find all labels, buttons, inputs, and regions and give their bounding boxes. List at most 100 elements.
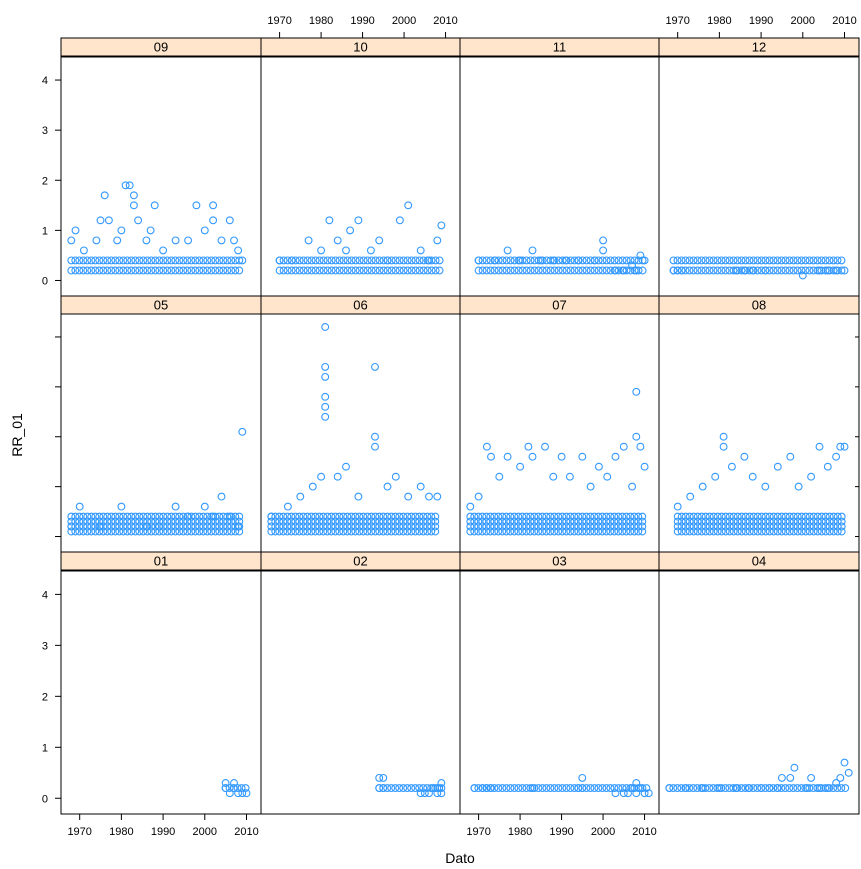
data-point — [797, 512, 806, 521]
data-point — [487, 452, 495, 461]
data-point — [275, 527, 284, 536]
data-point — [192, 201, 201, 210]
data-point — [127, 527, 136, 536]
data-point — [709, 784, 718, 793]
data-point — [423, 256, 432, 265]
data-point — [335, 256, 344, 265]
data-point — [195, 527, 204, 536]
data-point — [359, 517, 368, 526]
data-point — [391, 527, 400, 536]
data-point — [502, 527, 511, 536]
data-point — [709, 512, 718, 521]
data-point — [299, 512, 308, 521]
data-point — [311, 512, 320, 521]
data-point — [486, 784, 495, 793]
data-point — [295, 527, 304, 536]
data-point — [606, 517, 615, 526]
data-point — [737, 527, 746, 536]
data-point — [793, 517, 802, 526]
data-point — [789, 522, 798, 531]
data-point — [107, 527, 116, 536]
data-point — [833, 522, 842, 531]
data-point — [191, 527, 200, 536]
x-tick-label: 2000 — [591, 826, 615, 838]
data-point — [391, 522, 400, 531]
data-point — [805, 512, 814, 521]
data-point — [315, 527, 324, 536]
data-point — [486, 517, 495, 526]
data-point — [753, 256, 762, 265]
data-point — [825, 522, 834, 531]
data-point — [195, 517, 204, 526]
data-point — [494, 517, 503, 526]
data-point — [379, 784, 388, 793]
data-point — [757, 266, 766, 275]
x-axis-label: Dato — [445, 850, 475, 866]
data-point — [155, 522, 164, 531]
data-point — [794, 482, 803, 491]
data-point — [187, 517, 196, 526]
data-point — [677, 784, 686, 793]
data-point — [789, 527, 798, 536]
data-point — [433, 789, 442, 798]
data-point — [761, 784, 770, 793]
data-point — [801, 784, 810, 793]
data-point — [115, 512, 124, 521]
data-point — [431, 527, 440, 536]
data-point — [343, 522, 352, 531]
data-point — [395, 522, 404, 531]
data-point — [813, 527, 822, 536]
data-point — [603, 472, 612, 481]
data-point — [125, 181, 134, 190]
data-point — [538, 522, 547, 531]
data-point — [837, 517, 846, 526]
data-point — [606, 784, 615, 793]
data-point — [383, 522, 392, 531]
x-tick-label: 1990 — [350, 15, 374, 27]
data-point — [582, 256, 591, 265]
data-point — [777, 522, 786, 531]
data-point — [677, 517, 686, 526]
data-point — [383, 517, 392, 526]
data-point — [127, 512, 136, 521]
data-point — [534, 522, 543, 531]
data-point — [506, 512, 515, 521]
data-point — [550, 784, 559, 793]
data-point — [733, 517, 742, 526]
data-point — [697, 784, 706, 793]
data-point — [632, 432, 641, 441]
data-point — [67, 527, 76, 536]
data-point — [91, 517, 100, 526]
data-point — [693, 784, 702, 793]
data-point — [550, 512, 559, 521]
data-point — [75, 502, 84, 511]
data-point — [482, 266, 491, 275]
data-point — [510, 256, 519, 265]
data-point — [199, 512, 208, 521]
data-point — [287, 266, 296, 275]
data-point — [371, 527, 380, 536]
data-point — [371, 512, 380, 521]
data-point — [200, 502, 209, 511]
data-point — [427, 512, 436, 521]
data-point — [199, 527, 208, 536]
data-point — [119, 522, 128, 531]
data-point — [685, 266, 694, 275]
data-point — [347, 517, 356, 526]
data-point — [749, 527, 758, 536]
data-point — [415, 256, 424, 265]
data-point — [638, 266, 647, 275]
data-point — [179, 522, 188, 531]
data-point — [786, 452, 795, 461]
data-point — [777, 512, 786, 521]
data-point — [92, 236, 101, 245]
data-point — [319, 266, 328, 275]
data-point — [217, 236, 226, 245]
data-point — [578, 522, 587, 531]
data-point — [287, 512, 296, 521]
data-point — [713, 256, 722, 265]
data-point — [534, 512, 543, 521]
data-point — [785, 512, 794, 521]
data-point — [355, 527, 364, 536]
data-point — [836, 773, 845, 782]
